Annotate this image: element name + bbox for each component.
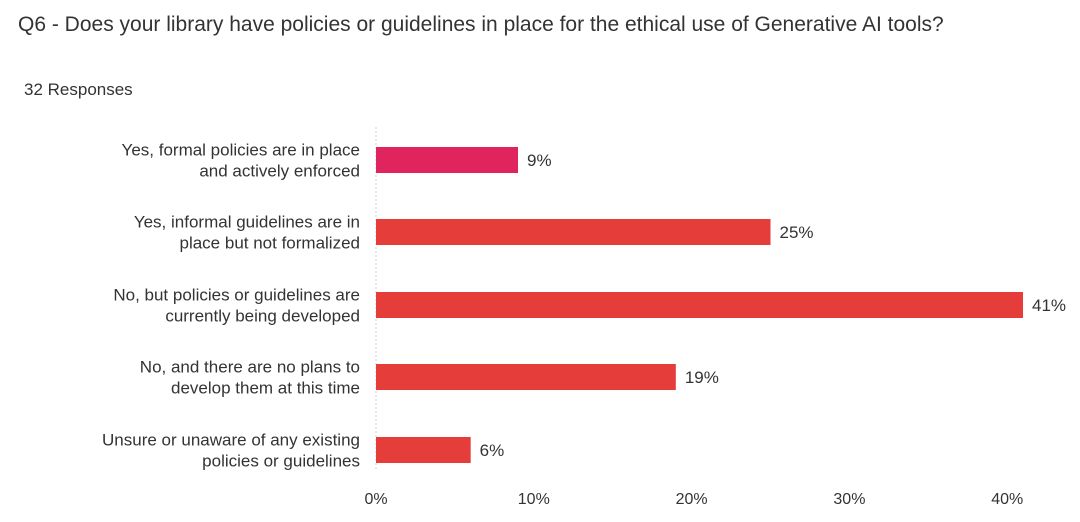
x-tick-label: 10% bbox=[518, 491, 550, 508]
category-label-line: Unsure or unaware of any existing bbox=[102, 431, 360, 450]
category-label-line: develop them at this time bbox=[171, 379, 360, 398]
category-label-line: policies or guidelines bbox=[202, 452, 360, 471]
category-label-line: No, but policies or guidelines are bbox=[113, 286, 360, 305]
bar bbox=[376, 364, 676, 390]
bar bbox=[376, 292, 1023, 318]
bar bbox=[376, 437, 471, 463]
bar-value-label: 9% bbox=[527, 151, 552, 170]
category-label-line: and actively enforced bbox=[199, 162, 360, 181]
bar bbox=[376, 147, 519, 173]
category-label-line: currently being developed bbox=[165, 307, 360, 326]
bar-value-label: 41% bbox=[1032, 296, 1066, 315]
x-tick-label: 30% bbox=[833, 491, 865, 508]
category-label: Yes, informal guidelines are in place but… bbox=[134, 213, 360, 253]
category-label-line: Yes, informal guidelines are in bbox=[134, 213, 360, 232]
category-label-line: No, and there are no plans to bbox=[140, 358, 360, 377]
bar-value-label: 6% bbox=[480, 441, 505, 460]
category-label: Unsure or unaware of any existing policie… bbox=[102, 431, 360, 471]
category-label: No, and there are no plans to develop the… bbox=[140, 358, 360, 398]
x-tick-label: 20% bbox=[676, 491, 708, 508]
bar-value-label: 25% bbox=[780, 223, 814, 242]
category-label-line: Yes, formal policies are in place bbox=[122, 141, 360, 160]
category-label: Yes, formal policies are in place and act… bbox=[122, 141, 360, 181]
bar-value-label: 19% bbox=[685, 368, 719, 387]
category-label: No, but policies or guidelines are curren… bbox=[113, 286, 360, 326]
bar bbox=[376, 219, 771, 245]
x-tick-label: 0% bbox=[364, 491, 387, 508]
question-title: Q6 - Does your library have policies or … bbox=[18, 13, 944, 36]
x-tick-label: 40% bbox=[991, 491, 1023, 508]
category-label-line: place but not formalized bbox=[180, 234, 361, 253]
response-count: 32 Responses bbox=[24, 80, 133, 99]
